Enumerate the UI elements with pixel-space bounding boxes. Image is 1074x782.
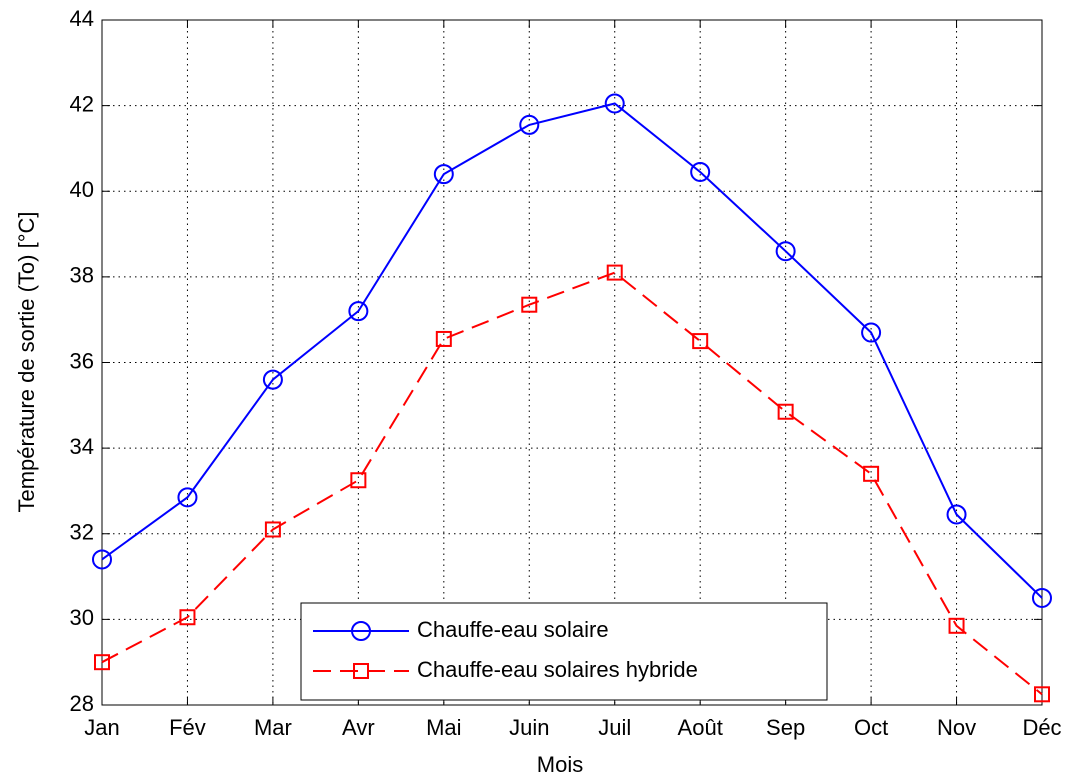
marker [262, 369, 283, 390]
marker [94, 654, 110, 671]
x-tick-label: Juin [509, 715, 549, 740]
x-tick-label: Oct [854, 715, 888, 740]
x-tick-label: Sep [766, 715, 805, 740]
marker [1032, 587, 1052, 608]
legend-box [300, 602, 828, 701]
marker [521, 296, 538, 313]
marker [519, 114, 540, 135]
x-tick-label: Juil [598, 715, 631, 740]
marker [777, 403, 794, 420]
y-tick-label: 44 [70, 6, 94, 31]
legend-label: Chauffe-eau solaires hybride [417, 657, 698, 682]
x-tick-label: Nov [937, 715, 976, 740]
y-tick-label: 42 [70, 91, 94, 116]
marker [433, 164, 454, 185]
marker [863, 465, 880, 482]
marker [775, 241, 796, 262]
marker [179, 609, 196, 626]
y-tick-label: 28 [70, 691, 94, 716]
marker [348, 301, 369, 322]
marker [861, 322, 882, 343]
marker [264, 521, 281, 538]
series-line [101, 271, 1043, 696]
y-axis-label: Température de sortie (To) [°C] [14, 211, 39, 512]
marker [351, 621, 371, 641]
marker [92, 549, 112, 570]
x-axis-label: Mois [537, 752, 583, 777]
plot-frame [101, 19, 1043, 706]
y-tick-label: 40 [70, 177, 94, 202]
marker [350, 472, 367, 489]
x-tick-label: Avr [342, 715, 375, 740]
x-tick-label: Déc [1022, 715, 1061, 740]
y-tick-label: 32 [70, 520, 94, 545]
x-tick-label: Fév [169, 715, 206, 740]
legend-label: Chauffe-eau solaire [417, 617, 609, 642]
marker [948, 617, 965, 634]
y-tick-label: 34 [70, 434, 94, 459]
y-tick-label: 36 [70, 348, 94, 373]
marker [353, 663, 369, 679]
marker [946, 504, 967, 525]
y-tick-label: 38 [70, 263, 94, 288]
x-tick-label: Août [678, 715, 723, 740]
x-tick-label: Mai [426, 715, 461, 740]
x-tick-label: Jan [84, 715, 119, 740]
marker [606, 264, 623, 281]
series-line [101, 102, 1043, 599]
marker [177, 487, 198, 508]
marker [1034, 686, 1050, 703]
legend: Chauffe-eau solaire Chauffe-eau solaires … [300, 602, 828, 701]
marker [692, 333, 709, 350]
marker [604, 93, 625, 114]
x-tick-label: Mar [254, 715, 292, 740]
marker [690, 161, 711, 182]
marker [435, 330, 452, 347]
y-tick-label: 30 [70, 605, 94, 630]
